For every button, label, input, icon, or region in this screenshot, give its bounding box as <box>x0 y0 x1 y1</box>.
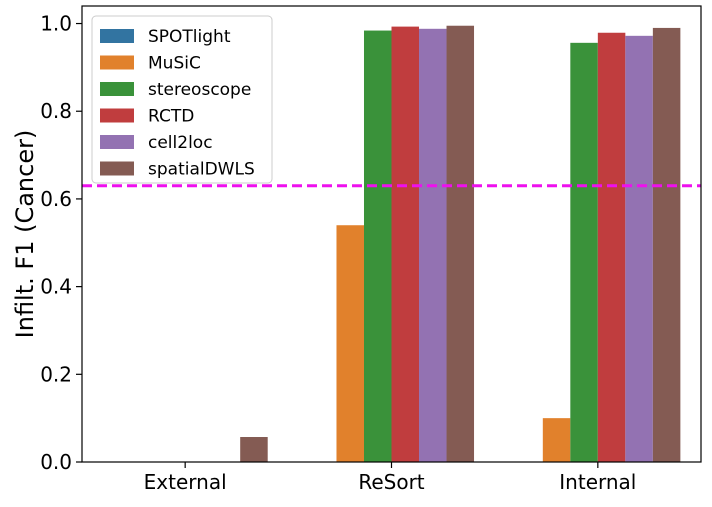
y-tick-label-1: 0.2 <box>40 362 72 386</box>
legend-swatch-spatialDWLS <box>100 161 134 176</box>
legend-swatch-RCTD <box>100 108 134 123</box>
y-axis-label: Infilt. F1 (Cancer) <box>11 130 39 339</box>
bar-cell2loc-ReSort <box>419 28 447 463</box>
y-tick-label-0: 0.0 <box>40 450 72 474</box>
bar-stereoscope-ReSort <box>363 30 392 463</box>
legend-swatch-SPOTlight <box>100 29 134 43</box>
legend-swatch-MuSiC <box>100 55 134 70</box>
x-tick-label-External: External <box>144 470 227 494</box>
bars-group <box>240 25 681 463</box>
y-tick-label-5: 1.0 <box>40 12 72 36</box>
legend-label-spatialDWLS: spatialDWLS <box>148 160 255 180</box>
legend-label-SPOTlight: SPOTlight <box>148 27 231 47</box>
y-tick-label-3: 0.6 <box>40 187 72 211</box>
legend-swatch-stereoscope <box>100 82 134 96</box>
axes-group: 0.0 0.2 0.4 0.6 0.8 1.0 External ReSort Internal… <box>11 5 702 494</box>
bar-spatialDWLS-ReSort <box>446 25 475 462</box>
bar-spatialDWLS-Internal <box>652 27 681 462</box>
legend-label-MuSiC: MuSiC <box>148 54 201 74</box>
legend-label-RCTD: RCTD <box>148 107 194 127</box>
bar-cell2loc-Internal <box>625 35 653 462</box>
y-tick-label-2: 0.4 <box>40 275 72 299</box>
x-tick-label-ReSort: ReSort <box>358 470 424 494</box>
bar-stereoscope-Internal <box>570 42 598 462</box>
legend-swatch-cell2loc <box>100 135 134 149</box>
legend-box <box>91 15 273 184</box>
y-tick-label-4: 0.8 <box>40 99 72 123</box>
bar-RCTD-Internal <box>597 32 626 462</box>
bar-spatialDWLS-External <box>240 437 268 462</box>
bar-MuSiC-Internal <box>542 418 571 462</box>
legend-label-stereoscope: stereoscope <box>148 80 251 100</box>
bar-MuSiC-ReSort <box>336 225 364 462</box>
legend: SPOTlight MuSiC stereoscope RCTD cell2loc spa… <box>91 15 273 184</box>
bar-RCTD-ReSort <box>391 26 420 463</box>
x-tick-label-Internal: Internal <box>559 470 636 494</box>
legend-label-cell2loc: cell2loc <box>148 133 213 153</box>
